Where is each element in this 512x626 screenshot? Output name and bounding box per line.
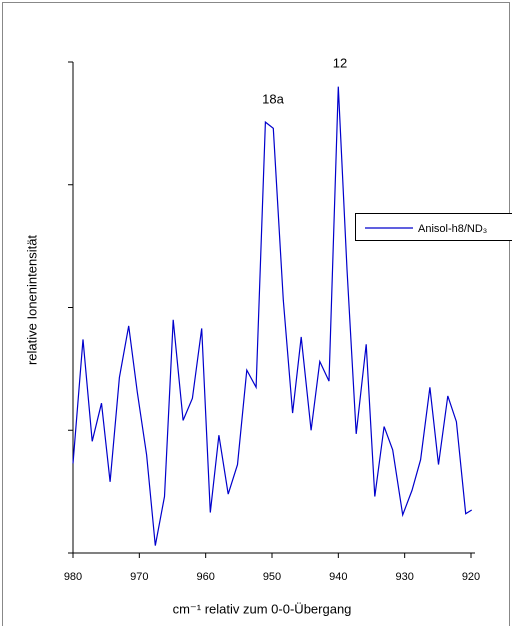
y-axis-label: relative Ionenintensität (24, 235, 39, 365)
data-line (72, 86, 473, 546)
x-tick-label: 950 (263, 571, 281, 583)
annotation: 18a (262, 91, 284, 106)
x-tick-label: 930 (395, 571, 413, 583)
x-tick-label: 980 (64, 571, 82, 583)
x-axis-label: cm⁻¹ relativ zum 0-0-Übergang (173, 601, 352, 616)
legend-label: Anisol-h8/ND₃ (418, 223, 487, 235)
legend-box (355, 213, 512, 241)
x-tick-label: 920 (462, 571, 480, 583)
x-tick-label: 940 (329, 571, 347, 583)
annotation: 12 (333, 55, 347, 70)
x-tick-label: 960 (196, 571, 214, 583)
x-tick-label: 970 (130, 571, 148, 583)
